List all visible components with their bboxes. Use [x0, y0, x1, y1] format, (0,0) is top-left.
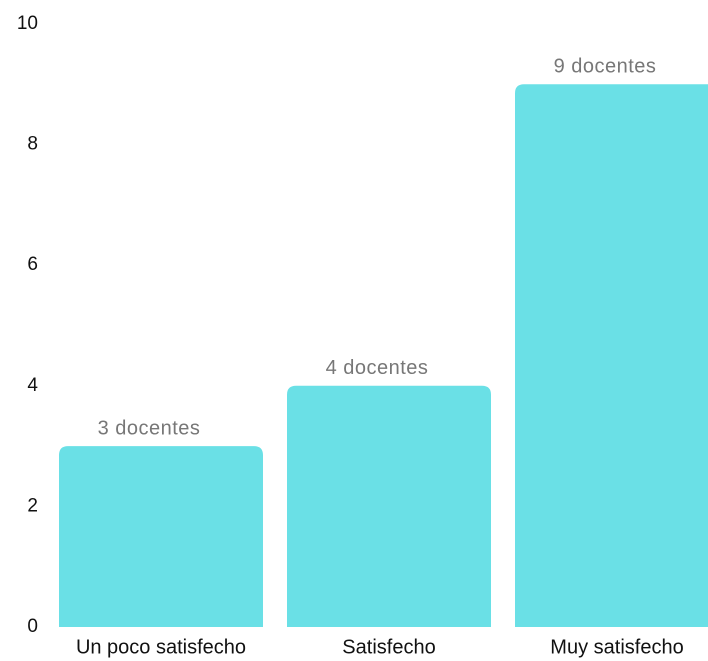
value-label: 3 docentes [98, 417, 201, 439]
y-tick-label: 10 [17, 13, 38, 34]
y-tick-label: 2 [27, 495, 38, 516]
bar [59, 446, 263, 627]
x-tick-label: Satisfecho [342, 636, 435, 658]
value-label: 9 docentes [554, 56, 657, 78]
bar [515, 84, 708, 627]
bar [287, 385, 491, 627]
y-tick-label: 4 [27, 375, 38, 396]
x-tick-label: Un poco satisfecho [76, 636, 246, 658]
value-label: 4 docentes [326, 357, 429, 379]
y-tick-label: 8 [27, 134, 38, 155]
x-tick-label: Muy satisfecho [550, 636, 683, 658]
y-tick-label: 0 [27, 616, 38, 637]
y-tick-label: 6 [27, 254, 38, 275]
